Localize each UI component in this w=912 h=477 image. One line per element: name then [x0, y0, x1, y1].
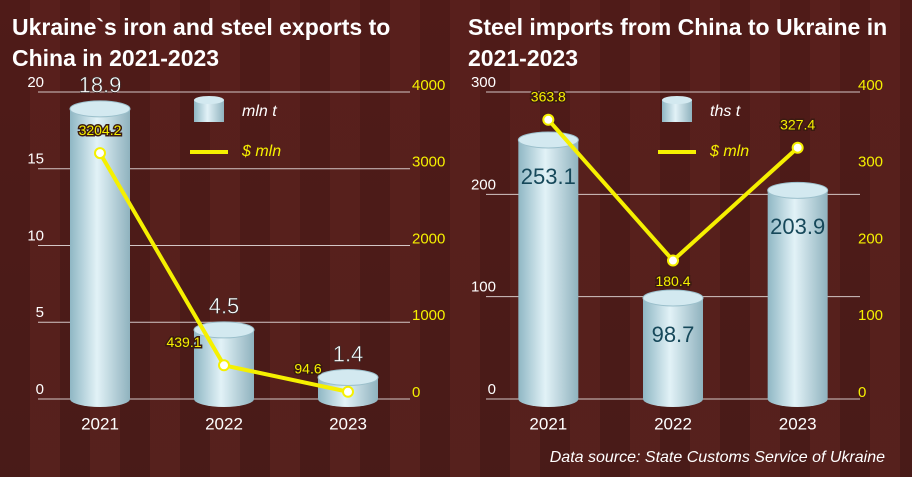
line-value-label: 363.8 — [531, 88, 566, 104]
x-tick-label: 2023 — [329, 414, 367, 433]
y-tick-label: 0 — [488, 381, 496, 398]
bar-top — [642, 289, 704, 307]
y2-tick-label: 400 — [858, 77, 883, 94]
bar-base — [318, 391, 378, 407]
bar — [767, 190, 828, 399]
bar-top — [69, 100, 131, 118]
y-tick-label: 10 — [27, 227, 44, 244]
value-label: 4.5 — [209, 294, 240, 319]
bar — [643, 297, 703, 399]
value-label: 1.4 — [333, 341, 364, 366]
bar-base — [518, 391, 579, 407]
bar-base — [643, 391, 703, 407]
point — [218, 359, 230, 372]
chart-title: Ukraine`s iron and steel exports to Chin… — [12, 14, 391, 71]
bar-base — [767, 391, 828, 407]
point — [667, 254, 679, 267]
y-tick-label: 15 — [27, 151, 44, 168]
bar-top — [767, 181, 829, 199]
line-value-label: 3204.2 — [79, 122, 122, 138]
value-label: 253.1 — [521, 164, 576, 189]
bar-base — [194, 391, 254, 407]
bar — [518, 139, 579, 400]
legend-label: $ mln — [709, 143, 749, 160]
line-value-label: 180.4 — [655, 273, 690, 289]
y2-tick-label: 200 — [858, 230, 883, 247]
legend-icon — [194, 100, 224, 122]
bar-top — [317, 369, 379, 387]
value-label: 98.7 — [652, 322, 695, 347]
y2-tick-label: 100 — [858, 307, 883, 324]
legend-icon — [662, 96, 692, 104]
legend-label: $ mln — [241, 143, 281, 160]
x-tick-label: 2022 — [654, 414, 692, 433]
legend-label: mln t — [242, 103, 277, 120]
y-tick-label: 5 — [36, 304, 44, 321]
point — [342, 385, 354, 398]
y-tick-label: 300 — [471, 74, 496, 91]
x-tick-label: 2021 — [529, 414, 567, 433]
line-value-label: 439.1 — [166, 334, 201, 350]
y-tick-label: 0 — [36, 381, 44, 398]
line — [546, 118, 800, 264]
y2-tick-label: 4000 — [412, 77, 445, 94]
x-tick-label: 2023 — [779, 414, 817, 433]
y-tick-label: 20 — [27, 74, 44, 91]
y2-tick-label: 300 — [858, 154, 883, 171]
y-tick-label: 100 — [471, 279, 496, 296]
y2-tick-label: 0 — [412, 384, 420, 401]
source: Data source: State Customs Service of Uk… — [550, 449, 885, 466]
line-value-label: 94.6 — [294, 360, 321, 376]
y2-tick-label: 2000 — [412, 230, 445, 247]
legend-icon — [662, 100, 692, 122]
y2-tick-label: 3000 — [412, 154, 445, 171]
x-tick-label: 2022 — [205, 414, 243, 433]
value-label: 203.9 — [770, 214, 825, 239]
legend-label: ths t — [710, 103, 741, 120]
x-tick-label: 2021 — [81, 414, 119, 433]
point — [542, 113, 555, 126]
bar-top — [193, 321, 255, 339]
y2-tick-label: 1000 — [412, 307, 445, 324]
value-label: 18.9 — [79, 73, 122, 98]
chart-title: Steel imports from China to Ukraine in 2… — [468, 14, 888, 71]
point — [94, 147, 106, 160]
y2-tick-label: 0 — [858, 384, 866, 401]
line-value-label: 327.4 — [780, 116, 815, 132]
bar-base — [70, 391, 130, 407]
legend-icon — [194, 96, 224, 104]
point — [791, 141, 804, 154]
y-tick-label: 200 — [471, 176, 496, 193]
